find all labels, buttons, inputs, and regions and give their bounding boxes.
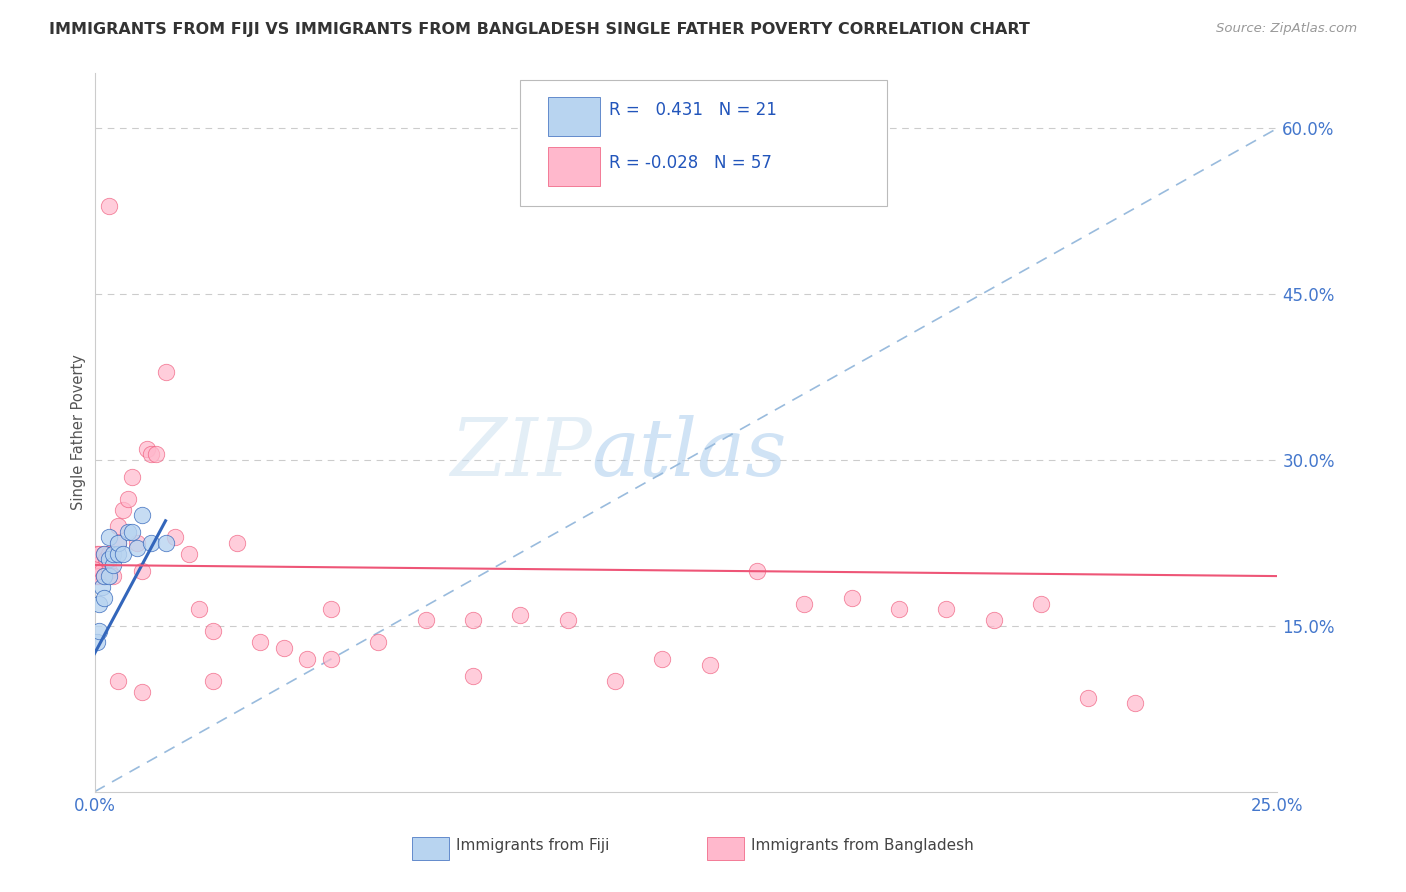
Text: ZIP: ZIP xyxy=(450,415,592,492)
Point xyxy=(90,564,112,578)
Point xyxy=(509,607,531,622)
Point xyxy=(107,674,129,689)
Point xyxy=(86,569,108,583)
Point xyxy=(89,547,111,561)
Point xyxy=(131,508,153,523)
Point xyxy=(107,547,129,561)
Point xyxy=(367,635,389,649)
Point xyxy=(97,564,120,578)
Point xyxy=(86,547,108,561)
Point xyxy=(557,613,579,627)
Point xyxy=(93,547,115,561)
Point xyxy=(179,547,201,561)
Point xyxy=(983,613,1005,627)
Point xyxy=(297,652,319,666)
Point xyxy=(321,652,343,666)
Point xyxy=(141,536,163,550)
Text: Immigrants from Bangladesh: Immigrants from Bangladesh xyxy=(751,838,973,854)
Point xyxy=(87,558,110,572)
Point xyxy=(111,502,134,516)
Point xyxy=(273,640,295,655)
Point xyxy=(97,530,120,544)
Point xyxy=(793,597,815,611)
Point xyxy=(745,564,768,578)
Point xyxy=(887,602,910,616)
Point xyxy=(107,536,129,550)
Point xyxy=(127,536,149,550)
Point xyxy=(93,547,115,561)
Point xyxy=(117,524,139,539)
Point xyxy=(145,447,167,461)
Point xyxy=(131,685,153,699)
FancyBboxPatch shape xyxy=(547,147,599,186)
FancyBboxPatch shape xyxy=(547,96,599,136)
Text: R = -0.028   N = 57: R = -0.028 N = 57 xyxy=(609,153,772,172)
Point xyxy=(1029,597,1052,611)
Point xyxy=(201,624,224,639)
Point xyxy=(603,674,626,689)
Point xyxy=(163,530,186,544)
Point xyxy=(84,564,107,578)
Point xyxy=(249,635,271,649)
Point xyxy=(93,569,115,583)
Point xyxy=(96,552,118,566)
Point xyxy=(103,558,125,572)
Point xyxy=(86,635,108,649)
Point xyxy=(1077,690,1099,705)
Point xyxy=(225,536,247,550)
Point xyxy=(117,491,139,506)
Point xyxy=(201,674,224,689)
Point xyxy=(155,365,177,379)
Point xyxy=(97,199,120,213)
Text: Source: ZipAtlas.com: Source: ZipAtlas.com xyxy=(1216,22,1357,36)
Text: atlas: atlas xyxy=(592,415,787,492)
Y-axis label: Single Father Poverty: Single Father Poverty xyxy=(72,354,86,510)
Point xyxy=(103,547,125,561)
Point xyxy=(97,552,120,566)
Point xyxy=(97,569,120,583)
Point xyxy=(121,469,143,483)
Point xyxy=(111,547,134,561)
Point xyxy=(651,652,673,666)
Point xyxy=(127,541,149,556)
Point xyxy=(97,547,120,561)
Point xyxy=(1125,696,1147,710)
Point xyxy=(103,547,125,561)
Point xyxy=(699,657,721,672)
Point xyxy=(135,442,157,456)
Point xyxy=(89,597,111,611)
Point xyxy=(155,536,177,550)
Point xyxy=(841,591,863,606)
Point xyxy=(89,624,111,639)
Text: IMMIGRANTS FROM FIJI VS IMMIGRANTS FROM BANGLADESH SINGLE FATHER POVERTY CORRELA: IMMIGRANTS FROM FIJI VS IMMIGRANTS FROM … xyxy=(49,22,1031,37)
FancyBboxPatch shape xyxy=(520,80,887,206)
Point xyxy=(107,536,129,550)
Point xyxy=(131,564,153,578)
Point xyxy=(415,613,437,627)
Text: Immigrants from Fiji: Immigrants from Fiji xyxy=(456,838,609,854)
Point xyxy=(93,591,115,606)
Point xyxy=(141,447,163,461)
Point xyxy=(121,524,143,539)
Point xyxy=(103,569,125,583)
Point xyxy=(461,668,484,682)
Point xyxy=(89,569,111,583)
Point xyxy=(107,519,129,533)
Point xyxy=(935,602,957,616)
Point xyxy=(90,580,112,594)
Text: R =   0.431   N = 21: R = 0.431 N = 21 xyxy=(609,102,778,120)
Point xyxy=(93,569,115,583)
Point xyxy=(321,602,343,616)
Point xyxy=(187,602,209,616)
Point xyxy=(461,613,484,627)
